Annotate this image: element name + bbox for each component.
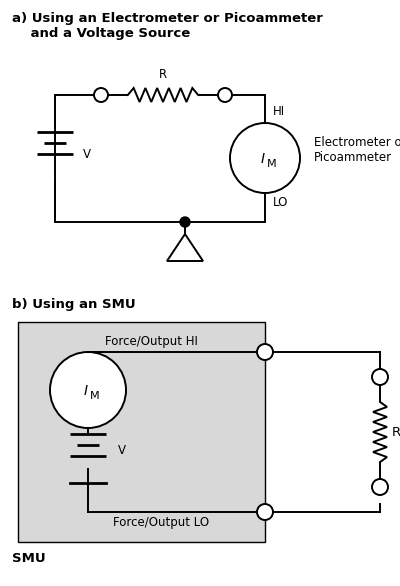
Circle shape [372,479,388,495]
Text: Force/Output HI: Force/Output HI [105,335,198,348]
Circle shape [372,369,388,385]
Text: SMU: SMU [12,552,46,565]
Circle shape [230,123,300,193]
Circle shape [180,217,190,227]
Text: $I$: $I$ [260,152,266,166]
Text: b) Using an SMU: b) Using an SMU [12,298,136,311]
Text: M: M [90,391,100,401]
Text: HI: HI [273,105,285,118]
Circle shape [50,352,126,428]
Text: R: R [392,425,400,438]
Circle shape [257,504,273,520]
Text: a) Using an Electrometer or Picoammeter
    and a Voltage Source: a) Using an Electrometer or Picoammeter … [12,12,323,40]
Text: $I$: $I$ [83,384,89,398]
Circle shape [94,88,108,102]
Text: V: V [83,148,91,162]
Text: Electrometer or
Picoammeter: Electrometer or Picoammeter [314,136,400,164]
Circle shape [218,88,232,102]
Bar [18,322,265,542]
Text: LO: LO [273,196,288,209]
Text: V: V [118,444,126,456]
Text: M: M [267,159,277,169]
Text: R: R [159,69,167,81]
Circle shape [257,344,273,360]
Text: Force/Output LO: Force/Output LO [114,516,210,529]
